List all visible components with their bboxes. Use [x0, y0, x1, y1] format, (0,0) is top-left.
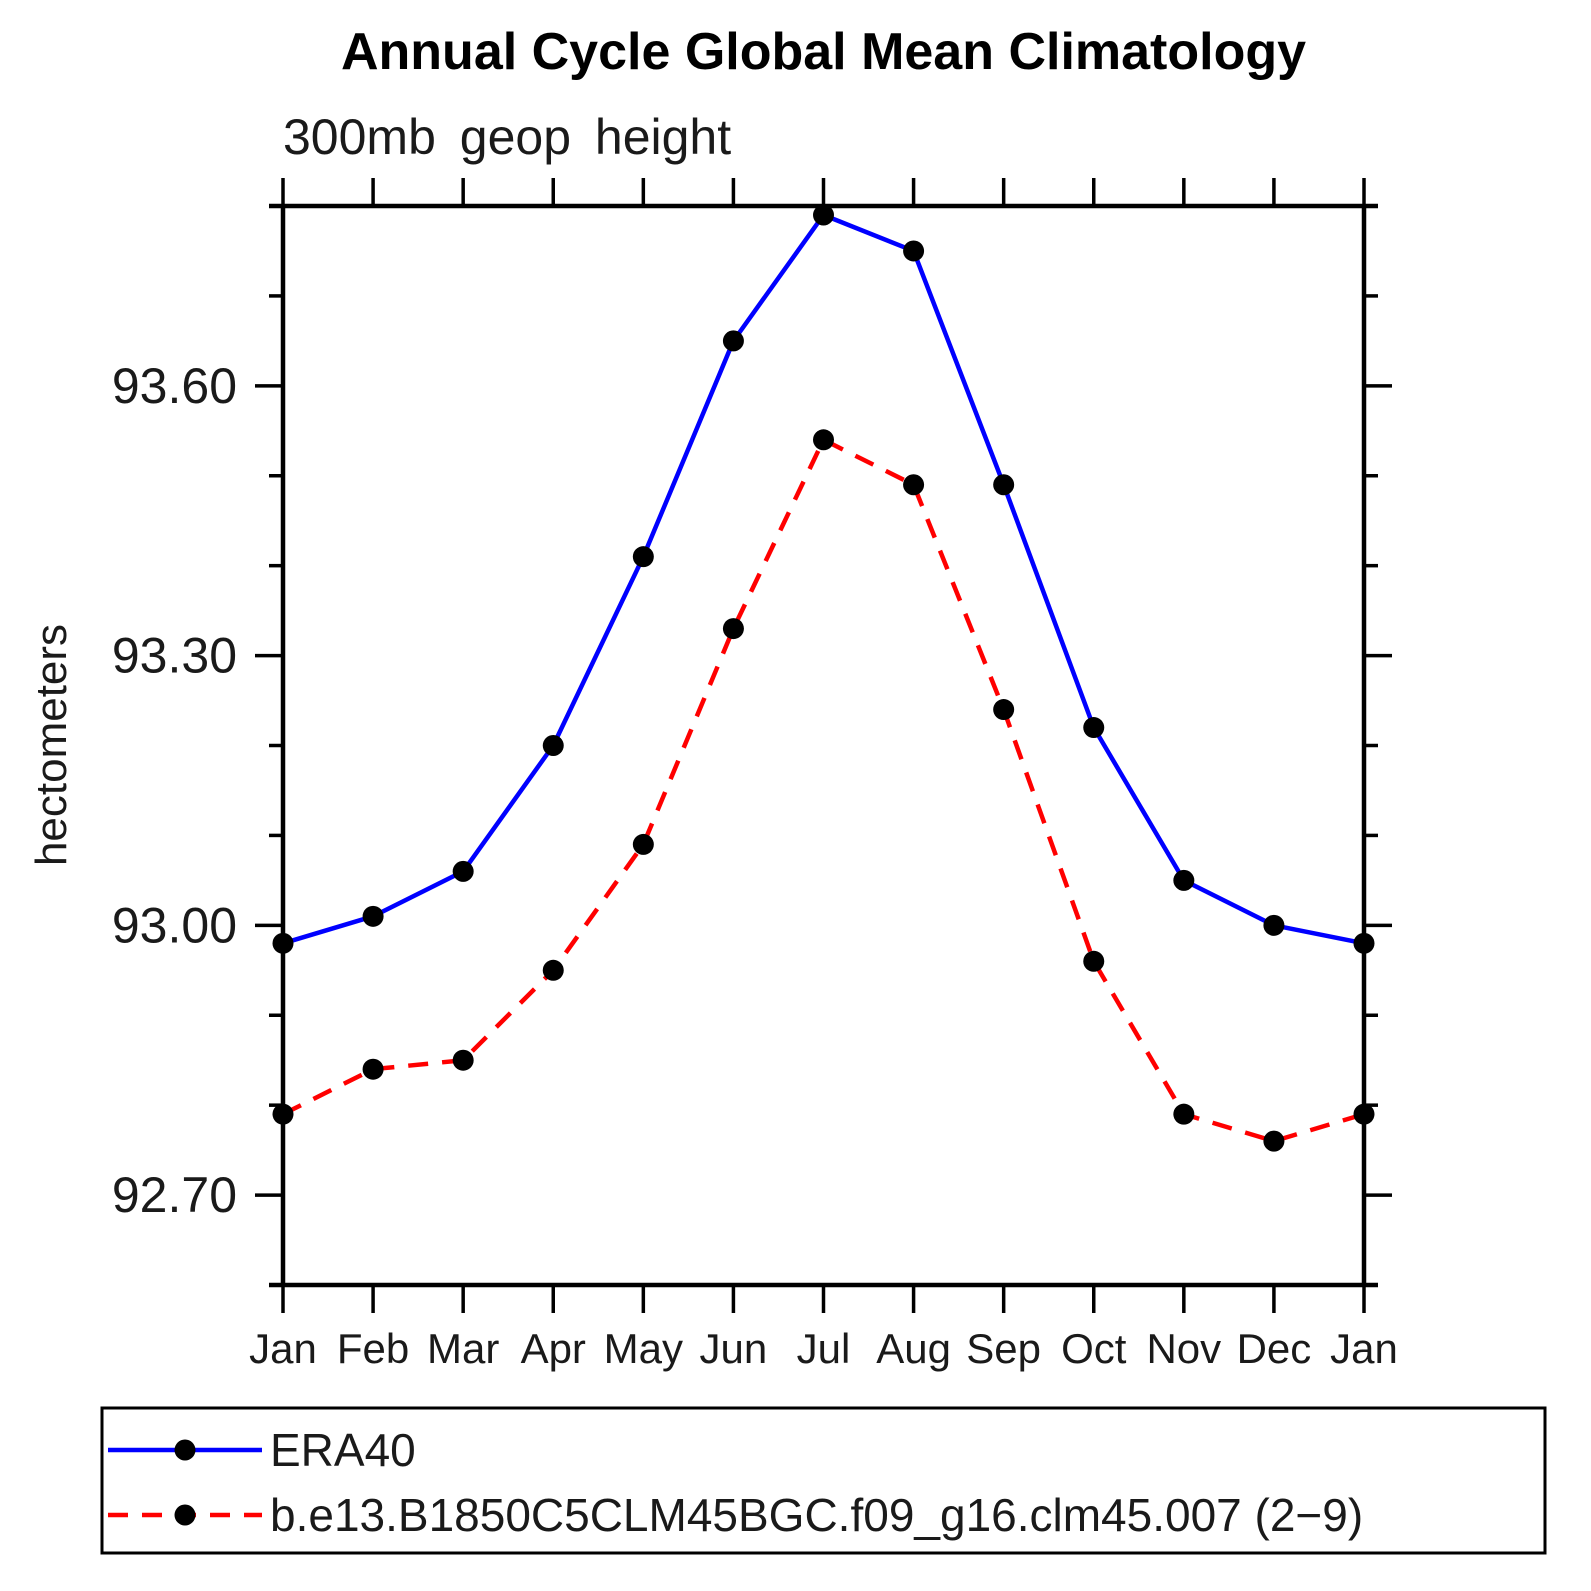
x-axis-label: May [604, 1325, 683, 1372]
data-point-marker [813, 204, 834, 226]
legend-marker [174, 1439, 196, 1461]
data-point-marker [1263, 914, 1285, 936]
data-point-marker [903, 474, 925, 496]
x-axis-label: Nov [1146, 1325, 1221, 1372]
data-point-marker [722, 618, 744, 640]
y-axis-label: 93.60 [112, 358, 237, 414]
data-point-marker [632, 833, 654, 855]
legend-label: ERA40 [270, 1424, 416, 1476]
y-axis-label: 93.00 [112, 897, 237, 953]
data-point-marker [722, 330, 744, 352]
y-axis-label: 93.30 [112, 628, 237, 684]
x-axis-label: Sep [966, 1325, 1041, 1372]
x-axis-label: Jun [700, 1325, 768, 1372]
data-point-marker [813, 429, 834, 451]
data-point-marker [1173, 869, 1195, 891]
series-line-model [281, 437, 1365, 1144]
data-point-marker [542, 735, 564, 756]
x-axis-label: Mar [427, 1325, 499, 1372]
data-point-marker [632, 546, 654, 568]
data-point-marker [1263, 1130, 1285, 1152]
data-point-marker [362, 905, 384, 927]
legend-label: b.e13.B1850C5CLM45BGC.f09_g16.clm45.007 … [270, 1489, 1363, 1541]
series-line-era40 [282, 212, 1365, 946]
data-point-marker [1083, 950, 1105, 972]
x-axis-label: Aug [876, 1325, 951, 1372]
chart-subtitle: 300mb geop height [283, 109, 732, 165]
data-point-marker [1173, 1103, 1195, 1125]
x-axis-label: Dec [1237, 1325, 1312, 1372]
x-axis-label: Jul [797, 1325, 851, 1372]
data-point-marker [993, 699, 1015, 721]
x-axis-label: Oct [1061, 1325, 1127, 1372]
x-axis-label: Feb [337, 1325, 409, 1372]
data-point-marker [993, 474, 1015, 496]
x-axis-label: Jan [249, 1325, 317, 1372]
legend-marker [174, 1504, 196, 1526]
data-point-marker [452, 1049, 474, 1071]
data-point-marker [903, 240, 925, 262]
x-axis-label: Apr [521, 1325, 586, 1372]
data-point-marker [452, 860, 474, 882]
y-axis-title: hectometers [27, 624, 76, 866]
data-point-marker [1083, 717, 1105, 739]
chart-main-title: Annual Cycle Global Mean Climatology [340, 23, 1307, 81]
x-axis-label: Jan [1330, 1325, 1398, 1372]
data-point-marker [362, 1058, 384, 1080]
legend-box [100, 1406, 1547, 1555]
y-axis-label: 92.70 [112, 1167, 237, 1223]
data-point-marker [542, 959, 564, 981]
